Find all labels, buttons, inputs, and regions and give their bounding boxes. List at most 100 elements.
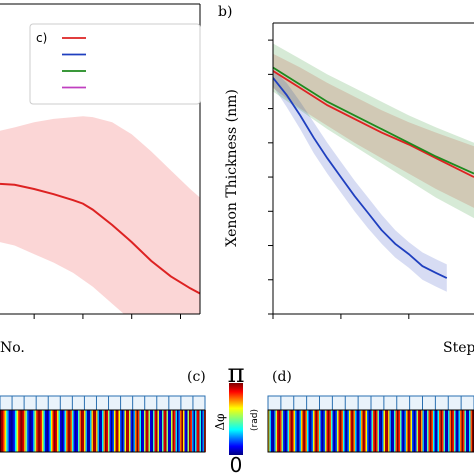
phase-stripe bbox=[268, 410, 270, 452]
phase-stripe bbox=[19, 410, 22, 452]
phase-stripe bbox=[334, 410, 336, 452]
phase-stripe bbox=[361, 410, 363, 452]
phase-stripe bbox=[25, 410, 28, 452]
phase-stripe bbox=[154, 410, 157, 452]
phase-stripe bbox=[443, 410, 446, 452]
phase-stripe bbox=[61, 410, 64, 452]
phase-stripe bbox=[446, 410, 449, 452]
phase-stripe bbox=[36, 410, 38, 452]
phase-stripe bbox=[392, 410, 395, 452]
phase-stripe bbox=[403, 410, 405, 452]
phase-stripe bbox=[114, 410, 116, 452]
phase-stripe bbox=[295, 410, 297, 452]
phase-stripe bbox=[355, 410, 357, 452]
left-series-line bbox=[0, 182, 200, 295]
phase-stripe bbox=[160, 410, 163, 452]
phase-stripe bbox=[132, 410, 134, 452]
phase-stripe bbox=[344, 410, 347, 452]
colorbar bbox=[229, 383, 243, 455]
phase-stripe bbox=[467, 410, 470, 452]
phase-stripe bbox=[115, 410, 118, 452]
colorbar-unit: (rad) bbox=[250, 409, 260, 431]
phase-stripe bbox=[174, 410, 176, 452]
phase-stripe bbox=[281, 410, 284, 452]
phase-stripe bbox=[274, 410, 276, 452]
phase-stripe bbox=[289, 410, 291, 452]
phase-stripe bbox=[63, 410, 65, 452]
phase-stripe bbox=[430, 410, 432, 452]
phase-stripe bbox=[341, 410, 344, 452]
phase-stripe bbox=[195, 410, 197, 452]
series-band-2 bbox=[273, 43, 474, 219]
phase-stripe bbox=[75, 410, 77, 452]
phase-stripe bbox=[307, 410, 309, 452]
phase-stripe bbox=[166, 410, 169, 452]
phase-stripe bbox=[445, 410, 447, 452]
phase-stripe bbox=[127, 410, 130, 452]
phase-stripe bbox=[10, 410, 13, 452]
phase-stripe bbox=[168, 410, 170, 452]
phase-stripe bbox=[346, 410, 348, 452]
phase-stripe bbox=[34, 410, 37, 452]
phase-stripe bbox=[359, 410, 362, 452]
phase-stripe bbox=[187, 410, 190, 452]
phase-stripe bbox=[67, 410, 70, 452]
phase-stripe bbox=[370, 410, 372, 452]
panel-c-label: (c) bbox=[187, 369, 206, 385]
phase-stripe bbox=[275, 410, 278, 452]
phase-stripe bbox=[385, 410, 387, 452]
phase-stripe bbox=[398, 410, 401, 452]
phase-stripe bbox=[422, 410, 425, 452]
phase-stripe bbox=[24, 410, 26, 452]
phase-stripe bbox=[169, 410, 172, 452]
phase-stripe bbox=[283, 410, 285, 452]
phase-stripe bbox=[163, 410, 166, 452]
phase-stripe bbox=[0, 410, 2, 452]
phase-stripe bbox=[379, 410, 381, 452]
phase-stripe bbox=[419, 410, 422, 452]
phase-stripe bbox=[145, 410, 148, 452]
phase-stripe bbox=[141, 410, 143, 452]
phase-stripe bbox=[335, 410, 338, 452]
phase-stripe bbox=[30, 410, 32, 452]
right-chart: b) Xenon Thickness (nm) Step bbox=[218, 4, 474, 356]
phase-stripe bbox=[400, 410, 402, 452]
phase-stripe bbox=[118, 410, 121, 452]
phase-stripe bbox=[298, 410, 300, 452]
phase-stripe bbox=[368, 410, 371, 452]
phase-stripe bbox=[323, 410, 326, 452]
phase-stripe bbox=[410, 410, 413, 452]
phase-stripe bbox=[69, 410, 71, 452]
phase-stripe bbox=[33, 410, 35, 452]
phase-stripe bbox=[382, 410, 384, 452]
phase-stripe bbox=[28, 410, 31, 452]
phase-stripe bbox=[374, 410, 377, 452]
phase-stripe bbox=[310, 410, 312, 452]
phase-stripe bbox=[21, 410, 23, 452]
right-y-axis-label: Xenon Thickness (nm) bbox=[224, 89, 240, 247]
phase-stripe bbox=[192, 410, 194, 452]
phase-stripe bbox=[401, 410, 404, 452]
phase-stripe bbox=[424, 410, 426, 452]
phase-stripe bbox=[150, 410, 152, 452]
right-x-axis-label: Step bbox=[443, 340, 474, 356]
phase-stripe bbox=[183, 410, 185, 452]
phase-stripe bbox=[308, 410, 311, 452]
phase-stripe bbox=[377, 410, 380, 452]
phase-stripe bbox=[454, 410, 456, 452]
phase-stripe bbox=[311, 410, 314, 452]
phase-stripe bbox=[412, 410, 414, 452]
phase-stripe bbox=[409, 410, 411, 452]
phase-stripe bbox=[102, 410, 104, 452]
phase-stripe bbox=[100, 410, 103, 452]
phase-stripe bbox=[332, 410, 335, 452]
phase-stripe bbox=[51, 410, 53, 452]
series-line-2 bbox=[273, 66, 474, 175]
phase-stripe bbox=[286, 410, 288, 452]
strip-frame bbox=[267, 409, 474, 453]
phase-stripe bbox=[455, 410, 458, 452]
phase-stripe bbox=[139, 410, 142, 452]
phase-stripe bbox=[451, 410, 453, 452]
phase-stripe bbox=[470, 410, 473, 452]
phase-stripe bbox=[292, 410, 294, 452]
